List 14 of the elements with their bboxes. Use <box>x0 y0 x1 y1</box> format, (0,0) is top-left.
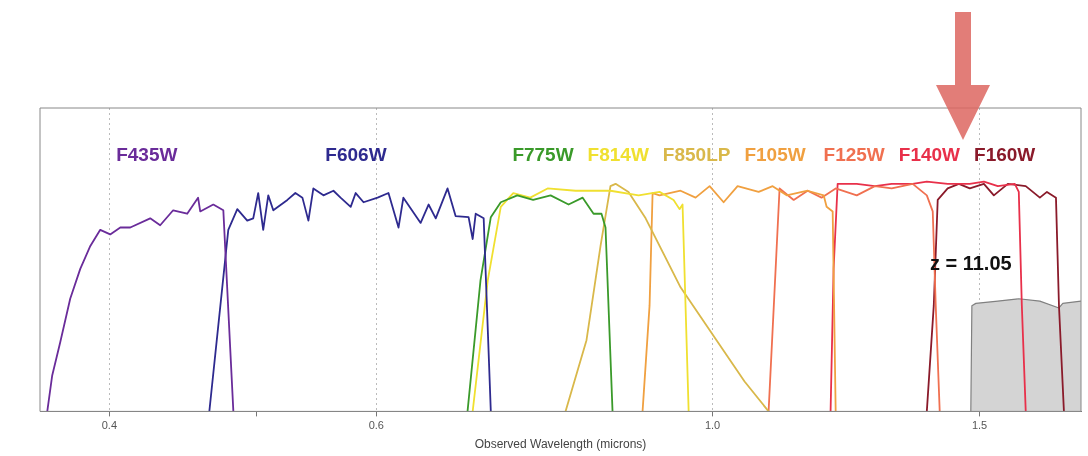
x-tick-label: 1.5 <box>971 419 988 432</box>
series-label: F160W <box>974 144 1036 166</box>
series-label: F814W <box>587 144 649 166</box>
text: F850LP <box>662 144 731 166</box>
series-label: F775W <box>512 144 574 166</box>
x-tick-label: 0.6 <box>368 419 384 432</box>
x-axis-title: Observed Wavelength (microns) <box>474 437 647 452</box>
series-label: F606W <box>325 144 387 166</box>
series-label: F140W <box>898 144 961 166</box>
x-tick-label: 0.4 <box>101 419 118 432</box>
x-tick-label: 1.0 <box>704 419 721 432</box>
series-label: F105W <box>744 144 806 166</box>
series-label: F125W <box>823 144 885 166</box>
text: F435W <box>116 144 178 166</box>
